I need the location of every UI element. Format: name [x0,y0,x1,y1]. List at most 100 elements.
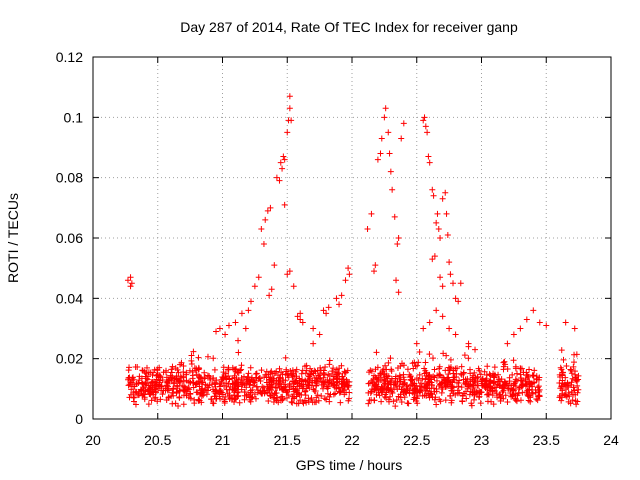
data-point [255,387,262,394]
data-point [472,346,479,353]
data-point [310,325,317,332]
data-point [256,375,263,382]
data-point [267,204,274,211]
x-tick-label: 20.5 [144,432,171,448]
data-point [139,367,146,374]
data-point [426,385,433,392]
data-point [392,381,399,388]
data-point [463,388,470,395]
data-point [176,388,183,395]
data-point [426,319,433,326]
data-point [236,399,243,406]
data-point [381,374,388,381]
data-point [570,391,577,398]
data-point [452,295,459,302]
data-point [454,379,461,386]
data-point [566,393,573,400]
data-point [311,387,318,394]
data-point [336,301,343,308]
data-point [206,373,213,380]
data-point [435,225,442,232]
data-point [371,268,378,275]
data-point [208,396,215,403]
data-point [424,382,431,389]
data-point [264,207,271,214]
data-point [417,380,424,387]
data-point [384,375,391,382]
data-point [186,367,193,374]
data-point [530,307,537,314]
data-point [569,375,576,382]
data-point [478,382,485,389]
data-point [241,389,248,396]
data-point [188,352,195,359]
x-tick-label: 24 [603,432,619,448]
data-point [237,367,244,374]
data-point [198,399,205,406]
data-point [209,400,216,407]
data-point [559,372,566,379]
data-point [259,390,266,397]
data-point [562,319,569,326]
data-point [266,292,273,299]
data-point [466,383,473,390]
data-point [438,389,445,396]
data-point [290,283,297,290]
data-point [252,371,259,378]
data-point [300,400,307,407]
data-point [299,319,306,326]
data-point [414,362,421,369]
data-point [536,388,543,395]
data-point [558,366,565,373]
data-point [368,210,375,217]
data-point [241,396,248,403]
data-point [247,298,254,305]
data-point [477,400,484,407]
data-point [341,380,348,387]
data-point [321,371,328,378]
data-point [413,375,420,382]
chart-title: Day 287 of 2014, Rate Of TEC Index for r… [180,19,518,35]
data-point [286,105,293,112]
data-point [570,359,577,366]
data-point [382,362,389,369]
data-point [445,364,452,371]
data-point [172,365,179,372]
data-point [426,394,433,401]
data-point [429,256,436,263]
data-point [140,384,147,391]
data-point [416,388,423,395]
data-point [427,374,434,381]
data-point [280,153,287,160]
data-point [176,387,183,394]
data-point [392,403,399,410]
data-point [183,371,190,378]
data-point [189,375,196,382]
y-tick-label: 0.02 [56,351,83,367]
data-point [523,316,530,323]
data-point [502,392,509,399]
data-point [126,364,133,371]
data-point [193,389,200,396]
data-point [301,363,308,370]
data-point [251,283,258,290]
data-point [422,359,429,366]
data-point [429,355,436,362]
data-point [518,375,525,382]
data-point [487,377,494,384]
data-point [232,386,239,393]
data-point [444,231,451,238]
data-point [570,363,577,370]
data-point [180,378,187,385]
data-point [385,359,392,366]
grid-lines [93,57,611,419]
data-point [216,383,223,390]
data-point [310,386,317,393]
data-point [474,374,481,381]
data-point [413,395,420,402]
data-point [372,262,379,269]
data-point [483,391,490,398]
data-point [154,382,161,389]
data-point [191,365,198,372]
data-point [190,348,197,355]
